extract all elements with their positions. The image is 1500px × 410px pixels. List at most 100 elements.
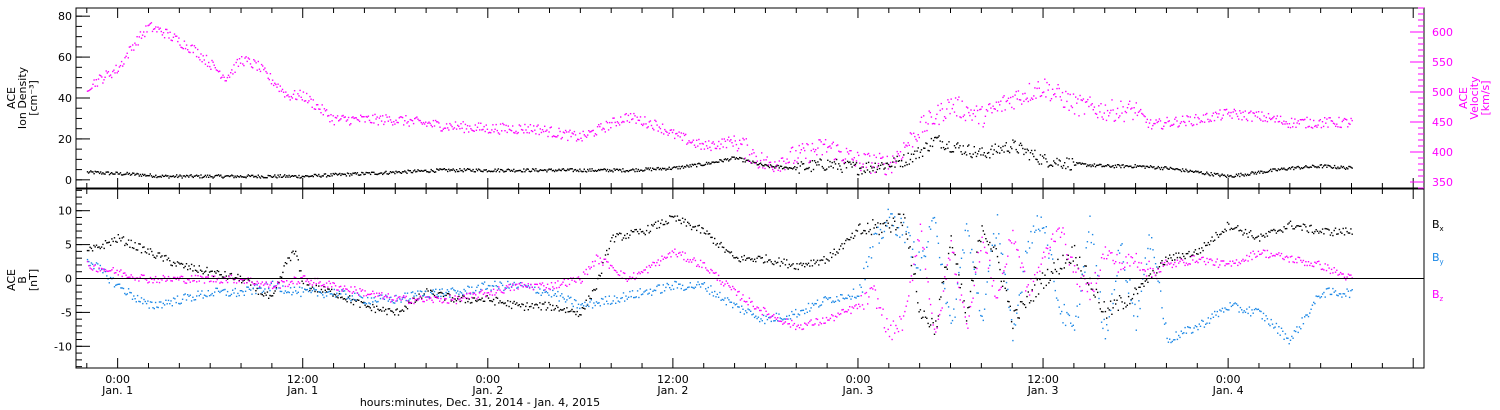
by-point bbox=[1067, 313, 1069, 315]
density-point bbox=[1090, 165, 1092, 168]
bz-point bbox=[376, 292, 378, 294]
bz-point bbox=[359, 288, 361, 290]
density-point bbox=[1212, 175, 1215, 177]
density-point bbox=[1004, 144, 1006, 147]
by-point bbox=[166, 303, 168, 305]
velocity-point bbox=[253, 59, 255, 61]
velocity-point bbox=[287, 94, 289, 96]
density-point bbox=[920, 149, 923, 151]
bx-point bbox=[765, 254, 767, 256]
bx-point bbox=[1001, 285, 1004, 287]
bx-point bbox=[896, 227, 898, 229]
bx-point bbox=[622, 237, 625, 239]
bz-point bbox=[878, 307, 880, 309]
by-point bbox=[765, 315, 767, 317]
density-point bbox=[286, 175, 288, 177]
velocity-point bbox=[116, 72, 118, 74]
density-point bbox=[1337, 166, 1339, 168]
bz-point bbox=[280, 280, 283, 282]
bx-point bbox=[1202, 249, 1204, 252]
density-point bbox=[1048, 165, 1050, 167]
bx-point bbox=[300, 270, 302, 272]
bx-point bbox=[905, 233, 907, 235]
by-point bbox=[1022, 270, 1024, 273]
velocity-point bbox=[841, 160, 843, 162]
velocity-point bbox=[228, 76, 231, 78]
velocity-point bbox=[943, 116, 946, 118]
velocity-point bbox=[752, 149, 754, 151]
bx-point bbox=[464, 301, 467, 304]
bz-point bbox=[747, 304, 749, 306]
bx-point bbox=[692, 226, 694, 228]
bx-point bbox=[837, 252, 839, 254]
bz-point bbox=[442, 301, 445, 303]
bx-point bbox=[897, 213, 900, 215]
bx-point bbox=[1351, 233, 1353, 235]
density-point bbox=[694, 163, 697, 166]
density-point bbox=[903, 154, 905, 156]
velocity-point bbox=[764, 167, 766, 170]
bx-point bbox=[500, 302, 503, 304]
bz-point bbox=[625, 278, 627, 280]
bx-point bbox=[1350, 228, 1352, 230]
density-point bbox=[581, 171, 583, 173]
bz-point bbox=[672, 251, 675, 254]
density-point bbox=[266, 177, 268, 179]
density-point bbox=[1306, 166, 1308, 168]
bz-point bbox=[543, 285, 545, 287]
velocity-point bbox=[547, 135, 549, 138]
density-point bbox=[837, 168, 839, 170]
density-point bbox=[270, 176, 273, 178]
velocity-point bbox=[1252, 112, 1254, 114]
bx-point bbox=[471, 301, 473, 304]
bx-point bbox=[521, 303, 523, 305]
bz-point bbox=[1003, 270, 1005, 272]
bx-point bbox=[1274, 229, 1276, 232]
bz-point bbox=[216, 278, 218, 281]
bx-point bbox=[1140, 283, 1143, 285]
bx-point bbox=[699, 232, 702, 234]
bz-point bbox=[815, 318, 817, 320]
velocity-point bbox=[860, 169, 862, 172]
bx-point bbox=[268, 297, 270, 299]
by-point bbox=[586, 303, 589, 306]
bx-point bbox=[1028, 302, 1031, 304]
bx-point bbox=[423, 293, 425, 295]
bx-point bbox=[477, 299, 479, 301]
density-point bbox=[867, 161, 870, 164]
bz-point bbox=[779, 320, 781, 322]
density-point bbox=[1224, 175, 1227, 177]
density-point bbox=[676, 166, 678, 168]
velocity-point bbox=[544, 125, 546, 127]
by-point bbox=[91, 263, 94, 265]
bx-point bbox=[445, 294, 447, 297]
velocity-point bbox=[999, 104, 1001, 106]
velocity-point bbox=[1333, 123, 1336, 125]
density-point bbox=[1106, 164, 1109, 166]
bz-point bbox=[590, 266, 592, 268]
velocity-point bbox=[268, 78, 270, 81]
bx-point bbox=[608, 247, 610, 250]
bx-point bbox=[1179, 256, 1181, 259]
bz-point bbox=[462, 297, 464, 299]
by-point bbox=[1127, 292, 1130, 294]
bz-point bbox=[356, 292, 359, 294]
by-point bbox=[534, 286, 536, 288]
velocity-point bbox=[151, 30, 154, 33]
velocity-point bbox=[611, 121, 613, 124]
bx-point bbox=[548, 301, 550, 304]
density-point bbox=[91, 171, 93, 173]
velocity-point bbox=[1284, 123, 1286, 125]
density-point bbox=[659, 167, 662, 170]
density-point bbox=[1148, 166, 1151, 169]
density-point bbox=[533, 168, 535, 171]
density-point bbox=[1014, 140, 1016, 142]
bx-point bbox=[1206, 244, 1208, 246]
bx-point bbox=[1319, 230, 1321, 233]
by-point bbox=[388, 298, 391, 301]
velocity-point bbox=[1209, 119, 1211, 121]
bz-point bbox=[768, 313, 770, 315]
by-point bbox=[1219, 309, 1221, 311]
bx-point bbox=[1184, 257, 1186, 260]
bx-point bbox=[188, 265, 190, 267]
